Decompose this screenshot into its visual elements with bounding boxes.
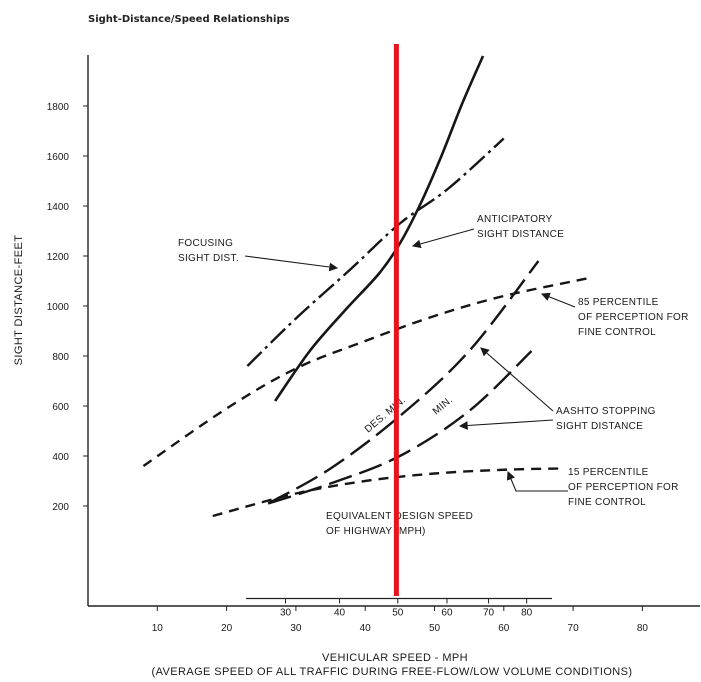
y-axis: 200 400 600 800 1000 1200 1400 1600 1800 <box>47 102 88 513</box>
y-tick-label: 1800 <box>47 102 70 113</box>
annotation-leader-arrow <box>458 419 554 430</box>
x-tick-label: 10 <box>152 623 164 634</box>
x-tick-label: 20 <box>221 623 233 634</box>
y-axis-title-group: SIGHT DISTANCE-FEET <box>13 235 25 366</box>
annotation-text: 15 PERCENTILE <box>568 467 649 478</box>
plot-frame <box>87 55 700 607</box>
x-tick-label: 50 <box>429 623 441 634</box>
annotation-text: SIGHT DIST. <box>178 253 239 264</box>
design-speed-tick-label: 30 <box>280 608 292 619</box>
y-tick-label: 400 <box>52 452 69 463</box>
x-tick-label: 40 <box>360 623 372 634</box>
design-speed-tick-label: 70 <box>483 608 495 619</box>
annotation-leader-arrow <box>540 292 576 308</box>
series-layer <box>142 55 588 518</box>
annotation-leader-arrow <box>244 255 339 272</box>
y-tick-label: 1000 <box>47 302 70 313</box>
design-speed-tick-label: 60 <box>441 608 453 619</box>
annotation-text: SIGHT DISTANCE <box>556 421 643 432</box>
series-line-6 <box>267 350 533 505</box>
annotation-text: AASHTO STOPPING <box>556 406 656 417</box>
series-line-2 <box>246 137 505 367</box>
y-tick-label: 1200 <box>47 252 70 263</box>
annotation-text: FINE CONTROL <box>568 497 646 508</box>
annotation-text: MIN. <box>431 395 455 418</box>
annotation-layer: FOCUSING SIGHT DIST. ANTICIPATORY SIGHT DIS… <box>178 214 689 508</box>
annotation-text: OF PERCEPTION FOR <box>578 312 689 323</box>
chart-title: Sight-Distance/Speed Relationships <box>88 14 290 25</box>
annotation-text: 85 PERCENTILE <box>578 297 659 308</box>
annotation-leader-arrow <box>411 228 475 249</box>
annotation-text: ANTICIPATORY <box>477 214 553 225</box>
design-speed-tick-label: 50 <box>392 608 404 619</box>
annotation-leader-arrow <box>506 470 568 492</box>
y-tick-label: 1400 <box>47 202 70 213</box>
y-tick-label: 1600 <box>47 152 70 163</box>
y-tick-label: 800 <box>52 352 69 363</box>
series-line-1 <box>274 55 485 402</box>
x-tick-label: 70 <box>568 623 580 634</box>
y-tick-label: 200 <box>52 502 69 513</box>
series-line-3 <box>142 277 588 467</box>
series-line-5 <box>267 260 540 505</box>
x-axis-title: VEHICULAR SPEED - MPH <box>322 652 468 664</box>
x-tick-label: 80 <box>637 623 649 634</box>
series-line-4 <box>212 467 560 518</box>
design-speed-axis-title: EQUIVALENT DESIGN SPEED <box>326 511 473 522</box>
x-axis: 10 20 30 40 50 60 70 80 <box>152 606 649 634</box>
annotation-text: SIGHT DISTANCE <box>477 229 564 240</box>
annotation-text: FINE CONTROL <box>578 327 656 338</box>
x-tick-label: 60 <box>498 623 510 634</box>
design-speed-axis-title: OF HIGHWAY (MPH) <box>326 526 426 537</box>
y-tick-label: 600 <box>52 402 69 413</box>
x-axis-note: (AVERAGE SPEED OF ALL TRAFFIC DURING FRE… <box>152 666 633 678</box>
annotation-leader-arrow <box>480 347 554 412</box>
design-speed-axis: 30 40 50 60 70 80 EQUIVALENT DESIGN SPEED OF HI… <box>246 511 552 619</box>
x-tick-label: 30 <box>290 623 302 634</box>
annotation-text: OF PERCEPTION FOR <box>568 482 679 493</box>
design-speed-tick-label: 40 <box>334 608 346 619</box>
design-speed-tick-label: 80 <box>521 608 533 619</box>
annotation-text: FOCUSING <box>178 238 233 249</box>
y-axis-title: SIGHT DISTANCE-FEET <box>13 235 25 366</box>
